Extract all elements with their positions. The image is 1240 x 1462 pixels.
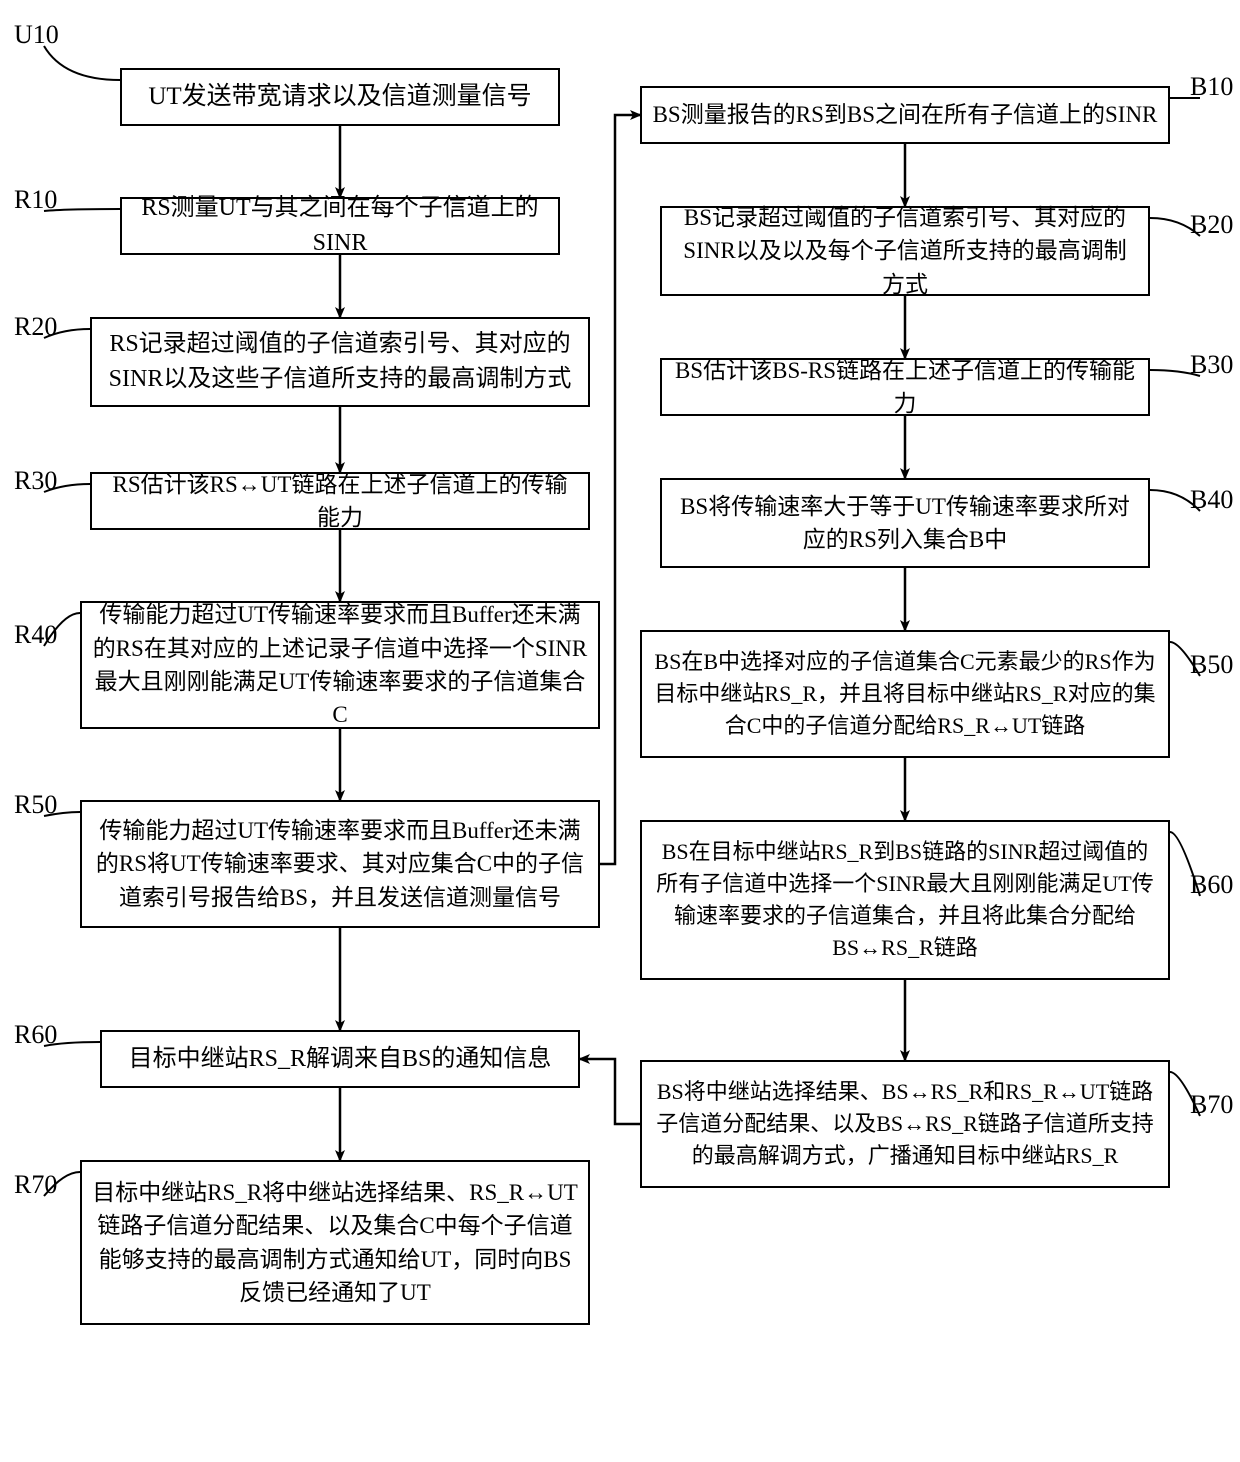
flow-box-text: 传输能力超过UT传输速率要求而且Buffer还未满的RS将UT传输速率要求、其对… <box>92 814 588 914</box>
flow-box-r40: 传输能力超过UT传输速率要求而且Buffer还未满的RS在其对应的上述记录子信道… <box>80 601 600 729</box>
flow-label-b10: B10 <box>1190 72 1233 102</box>
flow-box-text: 目标中继站RS_R解调来自BS的通知信息 <box>129 1042 552 1077</box>
flow-label-r40: R40 <box>14 620 57 650</box>
flow-box-b40: BS将传输速率大于等于UT传输速率要求所对应的RS列入集合B中 <box>660 478 1150 568</box>
flow-box-text: RS估计该RS↔UT链路在上述子信道上的传输能力 <box>102 468 578 535</box>
flow-label-r10: R10 <box>14 185 57 215</box>
flow-box-b50: BS在B中选择对应的子信道集合C元素最少的RS作为目标中继站RS_R，并且将目标… <box>640 630 1170 758</box>
flow-label-b30: B30 <box>1190 350 1233 380</box>
flow-box-text: BS在目标中继站RS_R到BS链路的SINR超过阈值的所有子信道中选择一个SIN… <box>652 836 1158 964</box>
flow-box-text: BS将中继站选择结果、BS↔RS_R和RS_R↔UT链路子信道分配结果、以及BS… <box>652 1076 1158 1172</box>
flow-box-r20: RS记录超过阈值的子信道索引号、其对应的SINR以及这些子信道所支持的最高调制方… <box>90 317 590 407</box>
flow-label-r50: R50 <box>14 790 57 820</box>
flow-label-b40: B40 <box>1190 485 1233 515</box>
flow-label-b50: B50 <box>1190 650 1233 680</box>
flow-box-b10: BS测量报告的RS到BS之间在所有子信道上的SINR <box>640 86 1170 144</box>
flow-label-r20: R20 <box>14 312 57 342</box>
flow-box-text: BS测量报告的RS到BS之间在所有子信道上的SINR <box>653 98 1158 131</box>
flow-label-u10: U10 <box>14 20 59 50</box>
flow-box-r30: RS估计该RS↔UT链路在上述子信道上的传输能力 <box>90 472 590 530</box>
flow-box-text: 传输能力超过UT传输速率要求而且Buffer还未满的RS在其对应的上述记录子信道… <box>92 598 588 731</box>
flowchart-canvas: UT发送带宽请求以及信道测量信号RS测量UT与其之间在每个子信道上的SINRRS… <box>0 0 1240 1462</box>
flow-box-b60: BS在目标中继站RS_R到BS链路的SINR超过阈值的所有子信道中选择一个SIN… <box>640 820 1170 980</box>
flow-box-b20: BS记录超过阈值的子信道索引号、其对应的SINR以及以及每个子信道所支持的最高调… <box>660 206 1150 296</box>
flow-box-text: RS测量UT与其之间在每个子信道上的SINR <box>132 191 548 261</box>
flow-box-text: 目标中继站RS_R将中继站选择结果、RS_R↔UT链路子信道分配结果、以及集合C… <box>92 1176 578 1309</box>
flow-label-r60: R60 <box>14 1020 57 1050</box>
flow-box-b30: BS估计该BS-RS链路在上述子信道上的传输能力 <box>660 358 1150 416</box>
flow-box-r50: 传输能力超过UT传输速率要求而且Buffer还未满的RS将UT传输速率要求、其对… <box>80 800 600 928</box>
flow-box-u10: UT发送带宽请求以及信道测量信号 <box>120 68 560 126</box>
flow-box-r70: 目标中继站RS_R将中继站选择结果、RS_R↔UT链路子信道分配结果、以及集合C… <box>80 1160 590 1325</box>
flow-label-r70: R70 <box>14 1170 57 1200</box>
flow-box-b70: BS将中继站选择结果、BS↔RS_R和RS_R↔UT链路子信道分配结果、以及BS… <box>640 1060 1170 1188</box>
flow-box-text: BS记录超过阈值的子信道索引号、其对应的SINR以及以及每个子信道所支持的最高调… <box>672 201 1138 301</box>
flow-label-b60: B60 <box>1190 870 1233 900</box>
flow-label-b20: B20 <box>1190 210 1233 240</box>
flow-label-b70: B70 <box>1190 1090 1233 1120</box>
flow-box-r60: 目标中继站RS_R解调来自BS的通知信息 <box>100 1030 580 1088</box>
flow-box-text: BS估计该BS-RS链路在上述子信道上的传输能力 <box>672 354 1138 421</box>
flow-box-text: BS在B中选择对应的子信道集合C元素最少的RS作为目标中继站RS_R，并且将目标… <box>652 646 1158 742</box>
flow-box-r10: RS测量UT与其之间在每个子信道上的SINR <box>120 197 560 255</box>
flow-box-text: RS记录超过阈值的子信道索引号、其对应的SINR以及这些子信道所支持的最高调制方… <box>102 327 578 397</box>
flow-box-text: UT发送带宽请求以及信道测量信号 <box>148 79 531 115</box>
flow-box-text: BS将传输速率大于等于UT传输速率要求所对应的RS列入集合B中 <box>672 490 1138 557</box>
flow-label-r30: R30 <box>14 466 57 496</box>
